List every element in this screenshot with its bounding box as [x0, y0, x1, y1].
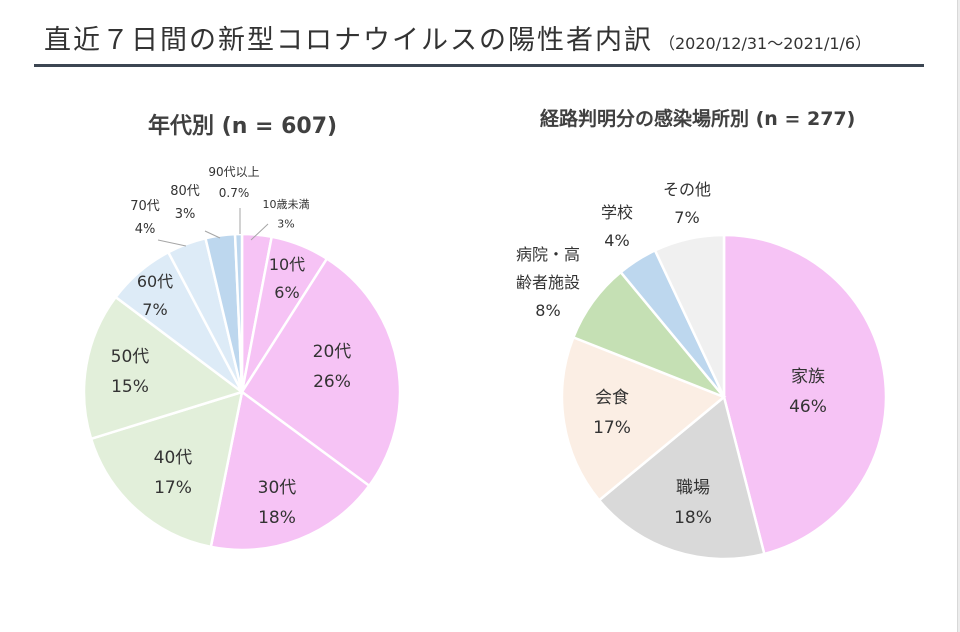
- age-leader-line-8: [204, 230, 221, 239]
- age-slice-label-1: 10代: [269, 255, 305, 274]
- age-slice-value-2: 26%: [313, 372, 351, 392]
- age-slice-label-5: 50代: [111, 347, 150, 367]
- location-slice-label-3: 齢者施設: [516, 273, 580, 292]
- age-slice-value-5: 15%: [111, 377, 149, 397]
- age-chart-title: 年代別 (n = 607): [148, 114, 338, 139]
- location-slice-value-2: 17%: [593, 418, 631, 438]
- age-slice-2: [240, 257, 402, 488]
- age-slice-label-0: 10歳未満: [263, 198, 310, 211]
- age-slice-5: [82, 295, 245, 441]
- location-slice-label-2: 会食: [595, 388, 629, 408]
- location-slice-label-1: 職場: [676, 478, 710, 498]
- location-slice-label-0: 家族: [791, 367, 825, 387]
- age-slice-value-1: 6%: [274, 283, 299, 302]
- age-leader-line-7: [157, 239, 187, 247]
- age-slice-label-4: 40代: [154, 448, 193, 468]
- age-slice-4: [89, 390, 244, 549]
- age-slice-value-7: 4%: [135, 222, 156, 237]
- age-slice-value-8: 3%: [175, 207, 196, 222]
- location-slice-2: [560, 335, 727, 503]
- location-slice-value-3: 8%: [535, 301, 560, 320]
- age-slice-label-7: 70代: [130, 199, 160, 214]
- age-slice-value-0: 3%: [277, 217, 294, 230]
- location-slice-1: [597, 394, 766, 561]
- age-pie: [82, 232, 402, 552]
- location-slice-5: [653, 233, 726, 398]
- location-slice-label-5: その他: [663, 180, 711, 199]
- age-slice-value-9: 0.7%: [219, 186, 250, 200]
- age-slice-label-3: 30代: [258, 478, 297, 498]
- title-main: 直近７日間の新型コロナウイルスの陽性者内訳: [44, 25, 653, 56]
- age-slice-value-6: 7%: [142, 300, 167, 319]
- age-slice-label-6: 60代: [137, 272, 173, 291]
- age-slice-label-2: 20代: [313, 342, 352, 362]
- age-slice-value-3: 18%: [258, 508, 296, 528]
- age-leader-line-0: [250, 223, 269, 241]
- location-slice-value-5: 7%: [674, 208, 699, 227]
- location-slice-label-3: 病院・高: [516, 245, 580, 264]
- title-divider: [34, 64, 924, 67]
- location-chart-title: 経路判明分の感染場所別 (n = 277): [540, 108, 856, 130]
- location-slice-value-1: 18%: [674, 508, 712, 528]
- age-slice-label-8: 80代: [170, 184, 200, 199]
- location-slice-label-4: 学校: [601, 203, 633, 222]
- page-title: 直近７日間の新型コロナウイルスの陽性者内訳 （2020/12/31〜2021/1/…: [44, 18, 871, 57]
- age-slice-9: [233, 232, 244, 393]
- age-slice-label-9: 90代以上: [208, 165, 259, 179]
- location-slice-value-4: 4%: [604, 231, 629, 250]
- age-slice-value-4: 17%: [154, 478, 192, 498]
- location-slice-0: [722, 233, 888, 556]
- title-date-range: （2020/12/31〜2021/1/6）: [659, 34, 872, 53]
- location-slice-value-0: 46%: [789, 397, 827, 417]
- age-slice-3: [209, 389, 371, 552]
- location-pie: [560, 233, 888, 561]
